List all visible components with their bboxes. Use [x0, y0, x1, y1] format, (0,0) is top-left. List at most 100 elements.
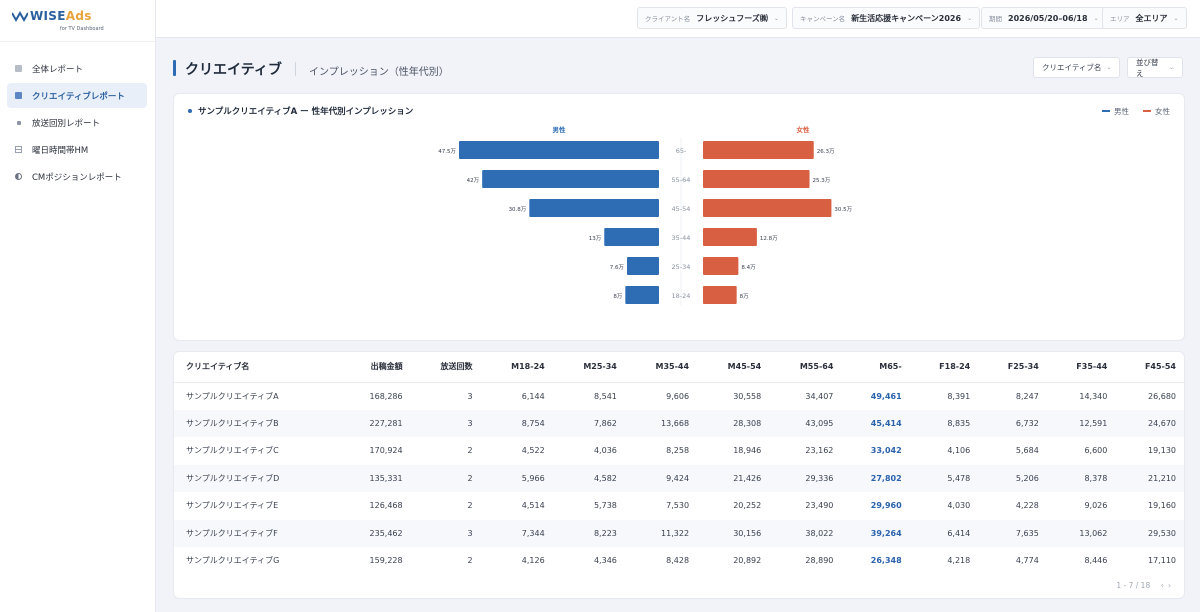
table-cell: 4,522: [521, 446, 545, 456]
table-cell: 28,890: [805, 556, 834, 566]
male-axis-label: 男性: [552, 125, 567, 134]
table-cell: 3: [410, 519, 481, 547]
female-value-label: 8万: [740, 293, 749, 300]
logo-subtitle: for TV Dashboard: [60, 26, 104, 32]
column-header[interactable]: 放送回数: [410, 352, 481, 383]
table-cell: 9,424: [624, 464, 698, 492]
table-cell: 29,960: [870, 501, 902, 511]
table-row[interactable]: サンプルクリエイティブE 126,468 2 4,514 5,738 7,530 20,25…: [174, 492, 1184, 520]
filter-value: 全エリア: [1135, 13, 1168, 23]
table-header-row: クリエイティブ名 出稿金額 放送回数 M18-24 M25-34 M35-44 M45-54…: [174, 352, 1184, 383]
table-cell: 8,223: [552, 519, 625, 547]
filter-label: エリア: [1110, 15, 1130, 23]
table-cell: 126,468: [369, 501, 403, 511]
square-icon: [15, 65, 22, 72]
table-cell: 38,022: [769, 519, 842, 547]
male-value-label: 42万: [467, 177, 480, 184]
sidebar-item-label: 曜日時間帯HM: [32, 145, 89, 156]
pagination: 1 - 7 / 18 ‹ ›: [1116, 581, 1172, 590]
column-header[interactable]: M35-44: [624, 352, 698, 383]
table-cell: 4,346: [593, 556, 617, 566]
column-header[interactable]: F25-34: [978, 352, 1047, 383]
filter-label: キャンペーン名: [800, 15, 846, 23]
table-cell: 159,228: [369, 556, 403, 566]
female-bar: [703, 228, 757, 246]
female-bar: [703, 257, 739, 275]
filter-value: 2026/05/20–06/18: [1008, 13, 1088, 23]
table-row[interactable]: サンプルクリエイティブF 235,462 3 7,344 8,223 11,322 30,1…: [174, 519, 1184, 547]
table-cell: 17,110: [1148, 556, 1176, 566]
table-cell: 21,426: [697, 464, 770, 492]
bullet-icon: [188, 108, 192, 113]
sidebar-item-overall-report[interactable]: 全体レポート: [7, 56, 147, 81]
client-filter[interactable]: クライアント名 フレッシュフーズ㈱ ⌄: [637, 7, 787, 29]
table-row[interactable]: サンプルクリエイティブC 170,924 2 4,522 4,036 8,258 18,94…: [174, 437, 1184, 465]
column-header[interactable]: クリエイティブ名: [174, 352, 340, 383]
area-filter[interactable]: エリア 全エリア ⌄: [1102, 7, 1187, 29]
female-value-label: 25.3万: [813, 177, 831, 184]
table-cell: 2: [467, 501, 473, 511]
column-header[interactable]: F45-54: [1115, 352, 1184, 383]
table-cell: 4,106: [947, 446, 971, 456]
table-cell: 135,331: [339, 464, 411, 492]
male-value-label: 47.5万: [438, 148, 456, 155]
butterfly-chart: 男性 女性 65- 47.5万 26.3万 55-64 42万 25.3万 45-54 30.8万…: [438, 125, 853, 306]
creative-name-dropdown[interactable]: クリエイティブ名 ⌄: [1033, 57, 1121, 78]
column-header[interactable]: 出稿金額: [339, 352, 411, 383]
column-header[interactable]: M18-24: [480, 352, 553, 383]
column-header[interactable]: M25-34: [552, 352, 625, 383]
male-value-label: 7.6万: [610, 264, 625, 271]
table-cell: 4,036: [593, 446, 617, 456]
table-cell: 6,600: [1084, 446, 1108, 456]
table-row[interactable]: サンプルクリエイティブG 159,228 2 4,126 4,346 8,428 20,89…: [174, 547, 1184, 575]
column-header[interactable]: M65-: [841, 352, 910, 383]
table-cell: 6,414: [909, 519, 979, 547]
table-cell: 5,738: [593, 501, 617, 511]
table-cell: 49,461: [870, 391, 902, 401]
table-row[interactable]: サンプルクリエイティブD 135,331 2 5,966 4,582 9,424 21,42…: [174, 464, 1184, 492]
table-cell: 12,591: [1046, 409, 1116, 437]
sidebar-item-broadcast-report[interactable]: 放送回別レポート: [7, 110, 147, 135]
pagination-arrows-icon[interactable]: ‹ ›: [1160, 581, 1172, 590]
sidebar-item-cm-position-report[interactable]: CMポジションレポート: [7, 164, 147, 189]
table-row[interactable]: サンプルクリエイティブB 227,281 3 8,754 7,862 13,668 28,3…: [174, 409, 1184, 437]
table-cell: 5,478: [909, 464, 979, 492]
grid-icon: [15, 146, 22, 153]
table-cell: 23,490: [805, 501, 834, 511]
female-bar: [703, 170, 810, 188]
table-cell: 21,210: [1115, 464, 1184, 492]
creative-name-cell: サンプルクリエイティブD: [174, 464, 340, 492]
table-cell: 29,530: [1115, 519, 1184, 547]
creative-name-cell: サンプルクリエイティブG: [186, 556, 280, 566]
table-cell: 6,144: [521, 391, 545, 401]
table-cell: 30,156: [697, 519, 770, 547]
campaign-filter[interactable]: キャンペーン名 新生活応援キャンペーン2026 ⌄: [792, 7, 981, 29]
page-header: クリエイティブ インプレッション（性年代別） クリエイティブ名 ⌄ 並び替え ⌄: [173, 56, 1183, 80]
sort-dropdown[interactable]: 並び替え ⌄: [1127, 57, 1183, 78]
creative-name-cell: サンプルクリエイティブE: [186, 501, 279, 511]
table-cell: 3: [410, 409, 481, 437]
sidebar: WISEAds for TV Dashboard 全体レポート クリエイティブレ…: [0, 0, 156, 612]
table-row[interactable]: サンプルクリエイティブA 168,286 3 6,144 8,541 9,606 30,55…: [174, 382, 1184, 410]
column-header[interactable]: M55-64: [769, 352, 842, 383]
sidebar-item-label: 放送回別レポート: [32, 118, 101, 129]
creative-name-cell: サンプルクリエイティブC: [186, 446, 279, 456]
column-header[interactable]: M45-54: [697, 352, 770, 383]
table-cell: 20,892: [733, 556, 762, 566]
table-cell: 8,446: [1084, 556, 1108, 566]
column-header[interactable]: F18-24: [909, 352, 979, 383]
table-cell: 5,684: [1015, 446, 1039, 456]
chevron-down-icon: ⌄: [1093, 14, 1099, 22]
period-filter[interactable]: 期間 2026/05/20–06/18 ⌄: [981, 7, 1107, 29]
column-header[interactable]: F35-44: [1046, 352, 1116, 383]
table-cell: 13,062: [1046, 519, 1116, 547]
table-cell: 34,407: [805, 391, 834, 401]
table-cell: 235,462: [339, 519, 411, 547]
sidebar-item-creative-report[interactable]: クリエイティブレポート: [7, 83, 147, 108]
table-cell: 26,348: [870, 556, 902, 566]
half-circle-icon: [15, 173, 22, 180]
creative-name-cell: サンプルクリエイティブF: [174, 519, 340, 547]
logo[interactable]: WISEAds for TV Dashboard: [0, 0, 155, 42]
sidebar-item-weekday-heatmap[interactable]: 曜日時間帯HM: [7, 137, 147, 162]
filter-value: フレッシュフーズ㈱: [696, 13, 768, 23]
